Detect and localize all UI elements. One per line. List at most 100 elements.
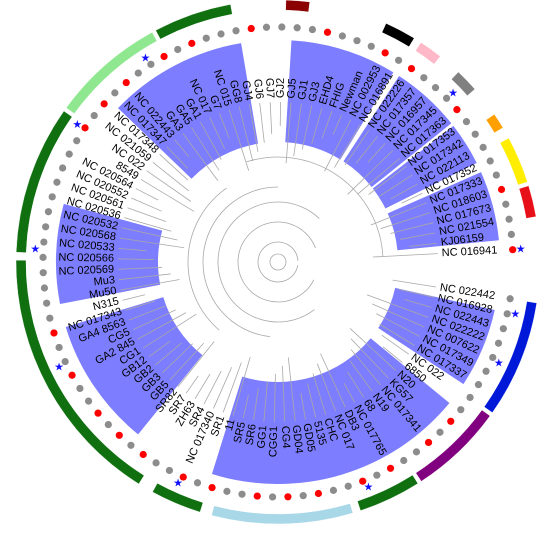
tree-root — [269, 253, 287, 271]
leaf-branch — [367, 294, 429, 318]
gray-dot-marker — [262, 23, 271, 31]
red-dot-marker — [381, 49, 389, 57]
outer-annotation-ring — [15, 0, 538, 525]
leaf-label: GD05 — [300, 423, 317, 453]
leaf-branch — [398, 288, 435, 298]
red-dot-marker — [247, 24, 255, 33]
leaf-label: GJ6 — [251, 78, 265, 99]
leaf-branch — [350, 349, 381, 386]
star-markers: ★ ★ ★ ★ ★ ★ ★ ★ ★ ★ — [30, 51, 525, 493]
leaf-branch — [155, 342, 182, 366]
leaf-branch — [381, 334, 409, 355]
leaf-label: GJ4 — [239, 80, 254, 102]
leaf-branch — [300, 392, 306, 420]
leaf-branch — [174, 139, 190, 157]
red-dot-marker — [407, 64, 416, 73]
leaf-label: GG8 — [227, 79, 244, 104]
leaf-branch — [232, 356, 251, 416]
gray-dot-marker — [217, 30, 225, 38]
gray-dot-marker — [40, 238, 48, 246]
leaf-branch — [119, 237, 185, 249]
ring-segment-blue — [483, 301, 538, 413]
red-dot-marker — [122, 78, 130, 87]
leaf-branch — [371, 303, 425, 328]
gray-dot-marker — [43, 299, 51, 307]
leaf-branch — [121, 227, 178, 241]
leaf-label: GJ1 — [296, 79, 311, 101]
ring-segment-pink — [415, 42, 441, 65]
leaf-label: GJ7 — [263, 78, 276, 99]
leaf-branch — [273, 373, 276, 422]
leaf-branch — [320, 353, 346, 408]
red-dot-marker — [94, 409, 102, 417]
leaf-label: 11 — [223, 418, 238, 432]
leaf-branch — [120, 279, 180, 291]
leaf-branch — [177, 341, 215, 388]
leaf-branch — [213, 367, 233, 409]
red-dot-marker — [139, 450, 147, 459]
leaf-branch — [182, 133, 219, 182]
leaf-branch — [128, 305, 166, 321]
clade-highlight — [372, 125, 477, 209]
gray-dot-marker — [344, 482, 352, 490]
star-icon: ★ — [494, 356, 504, 369]
gray-dot-marker — [442, 94, 451, 102]
leaf-branch — [372, 253, 438, 258]
internal-branch — [187, 187, 227, 331]
leaf-branch — [347, 371, 364, 398]
leaf-branch — [390, 183, 418, 200]
gray-dot-marker — [53, 178, 61, 186]
red-dot-marker — [323, 28, 332, 36]
ring-segment-darkgreen — [15, 110, 73, 253]
ring-segment-gray — [451, 71, 476, 97]
leaf-branch — [142, 313, 197, 349]
leaf-branch — [349, 328, 396, 371]
leaf-branch — [316, 363, 337, 412]
gray-dot-marker — [39, 269, 47, 277]
gray-dot-marker — [268, 493, 277, 501]
leaf-branch — [238, 106, 254, 162]
gray-dot-marker — [152, 459, 160, 467]
leaf-branch — [293, 103, 302, 157]
leaf-label: Mu50 — [88, 285, 117, 302]
leaf-branch — [355, 136, 378, 164]
leaf-branch — [259, 102, 265, 143]
red-dot-marker — [453, 106, 461, 114]
leaf-branch — [307, 383, 317, 418]
leaf-branch — [218, 113, 230, 139]
gray-dot-marker — [489, 353, 497, 362]
leaf-branch — [380, 212, 431, 230]
leaf-label: GJ5 — [285, 78, 299, 99]
leaf-branch — [368, 166, 407, 195]
ring-segment-orange — [485, 114, 504, 134]
leaf-branch — [409, 242, 437, 247]
internal-branch — [246, 156, 384, 257]
red-dot-marker — [284, 493, 292, 501]
leaf-branch — [118, 266, 163, 270]
gray-dot-marker — [479, 143, 487, 151]
red-dot-marker — [208, 483, 216, 492]
red-dot-marker — [424, 438, 433, 447]
gray-dot-marker — [174, 45, 182, 54]
gray-dot-marker — [494, 339, 503, 347]
red-dot-marker — [497, 185, 506, 194]
star-icon: ★ — [72, 118, 82, 131]
gray-dot-marker — [238, 490, 246, 498]
leaf-branch — [191, 127, 220, 171]
leaf-branch — [209, 117, 226, 150]
leaf-label: 68 — [361, 397, 378, 414]
leaf-label: GJ2 — [275, 78, 287, 98]
internal-branch — [237, 221, 316, 303]
gray-dot-marker — [90, 111, 98, 120]
leaf-branch — [194, 373, 211, 399]
leaf-branch — [404, 299, 432, 308]
leaf-label: NC 020533 — [59, 237, 115, 254]
internal-branch — [202, 186, 279, 337]
clade-highlight — [65, 297, 203, 435]
gray-dot-marker — [223, 487, 231, 495]
leaf-branch — [301, 105, 313, 150]
gray-dot-marker — [471, 130, 479, 138]
leaf-label: KJ06159 — [440, 232, 485, 249]
clade-highlight — [378, 287, 495, 385]
